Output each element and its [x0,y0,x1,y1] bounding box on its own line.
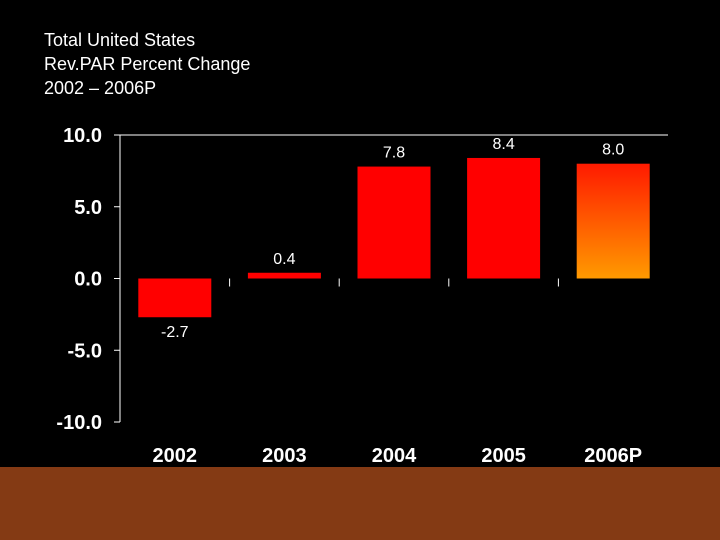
bar-2002 [138,278,212,318]
title-line-2: Rev.PAR Percent Change [44,54,251,74]
title-line-3: 2002 – 2006P [44,78,157,98]
x-tick-label: 2002 [153,445,198,467]
title-line-1: Total United States [44,30,196,50]
footer-band [0,467,720,540]
bar-2006p [576,163,650,279]
x-tick-label: 2004 [372,445,417,467]
x-tick-label: 2003 [262,445,307,467]
data-label: 8.4 [492,136,514,153]
y-tick-label: 10.0 [63,125,102,147]
data-label: 8.0 [602,142,624,159]
y-tick-label: 0.0 [74,269,102,291]
chart-title: Total United States Rev.PAR Percent Chan… [44,28,250,100]
y-tick-label: 5.0 [74,197,102,219]
y-tick-label: -5.0 [68,340,102,362]
y-tick-label: -10.0 [56,412,102,434]
bar-2003 [247,272,321,279]
x-tick-label: 2006P [584,445,642,467]
x-tick-label: 2005 [481,445,526,467]
data-label: 0.4 [273,251,295,268]
bar-2004 [357,166,431,279]
bar-2005 [467,157,541,279]
data-label: -2.7 [161,324,189,341]
data-label: 7.8 [383,145,405,162]
